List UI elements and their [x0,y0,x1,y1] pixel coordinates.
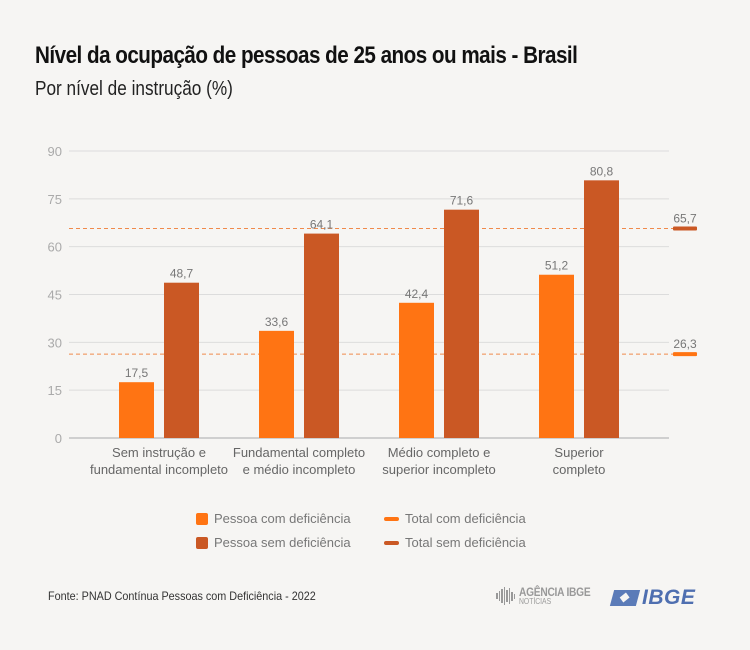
source-note: Fonte: PNAD Contínua Pessoas com Deficiê… [48,589,316,603]
x-category-label: completo [553,462,606,477]
legend-item-total-com-deficiencia: Total com deficiência [384,511,526,526]
legend-line-total-com [384,516,399,521]
chart-title: Nível da ocupação de pessoas de 25 anos … [35,42,578,69]
legend-label: Total com deficiência [405,511,526,526]
y-tick-label: 90 [48,144,62,159]
y-tick-label: 60 [48,240,62,255]
x-category-label: Sem instrução e [112,445,206,460]
ibge-mark-icon [609,590,641,606]
legend-line-total-sem [384,540,399,545]
y-tick-label: 15 [48,383,62,398]
agencia-ibge-logo: AGÊNCIA IBGE NOTÍCIAS [496,586,603,606]
legend-label: Pessoa com deficiência [214,511,351,526]
bar [119,382,154,438]
y-tick-label: 45 [48,288,62,303]
bar-value-label: 17,5 [125,366,149,380]
chart-subtitle: Por nível de instrução (%) [35,78,233,100]
legend-item-sem-deficiencia: Pessoa sem deficiência [196,535,351,550]
x-category-label: fundamental incompleto [90,462,228,477]
legend-label: Pessoa sem deficiência [214,535,351,550]
y-tick-label: 0 [55,431,62,446]
bar [584,180,619,439]
bar-value-label: 51,2 [545,259,569,273]
legend-item-total-sem-deficiencia: Total sem deficiência [384,535,526,550]
bar-value-label: 33,6 [265,315,289,329]
bar [539,274,574,438]
noticias-text: NOTÍCIAS [519,597,552,606]
legend-swatch-com-deficiencia [196,512,208,525]
ibge-logo: IBGE [609,586,696,610]
ibge-wordmark: IBGE [642,586,696,609]
bar [259,330,294,438]
y-tick-label: 75 [48,192,62,207]
bar-value-label: 80,8 [590,164,614,178]
bar [444,209,479,438]
reference-value-label: 26,3 [673,337,697,351]
x-category-label: Superior [554,445,604,460]
bar-value-label: 64,1 [310,218,334,232]
labels: 0 15 30 45 60 75 90 26,3 65,7 17,5 48,7 Sem instruç… [48,144,697,477]
bar-value-label: 42,4 [405,287,429,301]
agencia-ibge-text: AGÊNCIA IBGE [519,585,591,599]
x-category-label: superior incompleto [382,462,495,477]
reference-marker [673,226,697,231]
bar [164,282,199,438]
legend-label: Total sem deficiência [405,535,526,550]
x-category-label: Fundamental completo [233,445,365,460]
bars [119,180,619,439]
bar [304,233,339,438]
x-category-label: e médio incompleto [243,462,356,477]
reference-marker [673,352,697,357]
legend-swatch-sem-deficiencia [196,536,208,549]
legend-item-com-deficiencia: Pessoa com deficiência [196,511,351,526]
bar-chart: 0 15 30 45 60 75 90 26,3 65,7 17,5 48,7 Sem instruç… [48,144,697,477]
bar-value-label: 48,7 [170,267,194,281]
bar [399,302,434,438]
reference-value-label: 65,7 [673,211,697,225]
y-tick-label: 30 [48,335,62,350]
x-category-label: Médio completo e [388,445,491,460]
bar-value-label: 71,6 [450,194,474,208]
gridlines [69,150,669,439]
soundwave-icon [496,587,515,605]
